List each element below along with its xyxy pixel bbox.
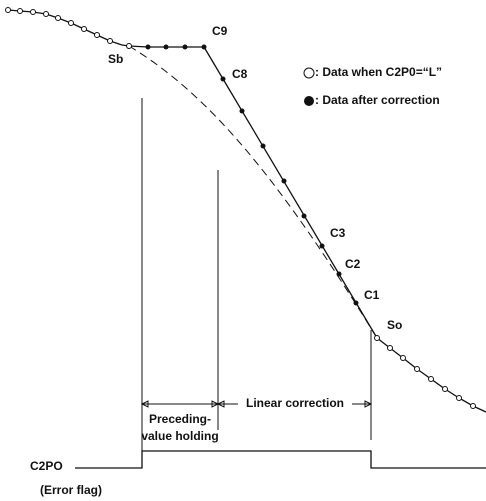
open-points <box>5 7 476 409</box>
label-c2: C2 <box>345 257 361 271</box>
linear-arrow <box>216 400 373 408</box>
label-c1: C1 <box>364 288 380 302</box>
legend-open-icon <box>303 67 315 79</box>
label-c9: C9 <box>212 24 228 38</box>
label-so: So <box>387 318 402 332</box>
label-c3: C3 <box>330 226 346 240</box>
legend-filled-icon <box>304 96 314 106</box>
holding-label-2: value holding <box>141 429 218 443</box>
signal-line <box>75 450 486 469</box>
legend-open: : Data when C2P0=“L” <box>315 65 442 79</box>
linear-line <box>203 46 378 339</box>
curve-end <box>376 337 486 413</box>
holding-label-1: Preceding- <box>149 412 211 426</box>
legend-filled: : Data after correction <box>315 93 440 107</box>
signal-note: (Error flag) <box>40 483 102 497</box>
dashed-curve <box>128 45 378 339</box>
filled-points <box>145 44 359 306</box>
signal-name: C2PO <box>30 459 63 473</box>
linear-label: Linear correction <box>246 396 344 410</box>
label-c8: C8 <box>232 67 248 81</box>
holding-arrow <box>140 400 220 408</box>
label-sb: Sb <box>108 52 123 66</box>
